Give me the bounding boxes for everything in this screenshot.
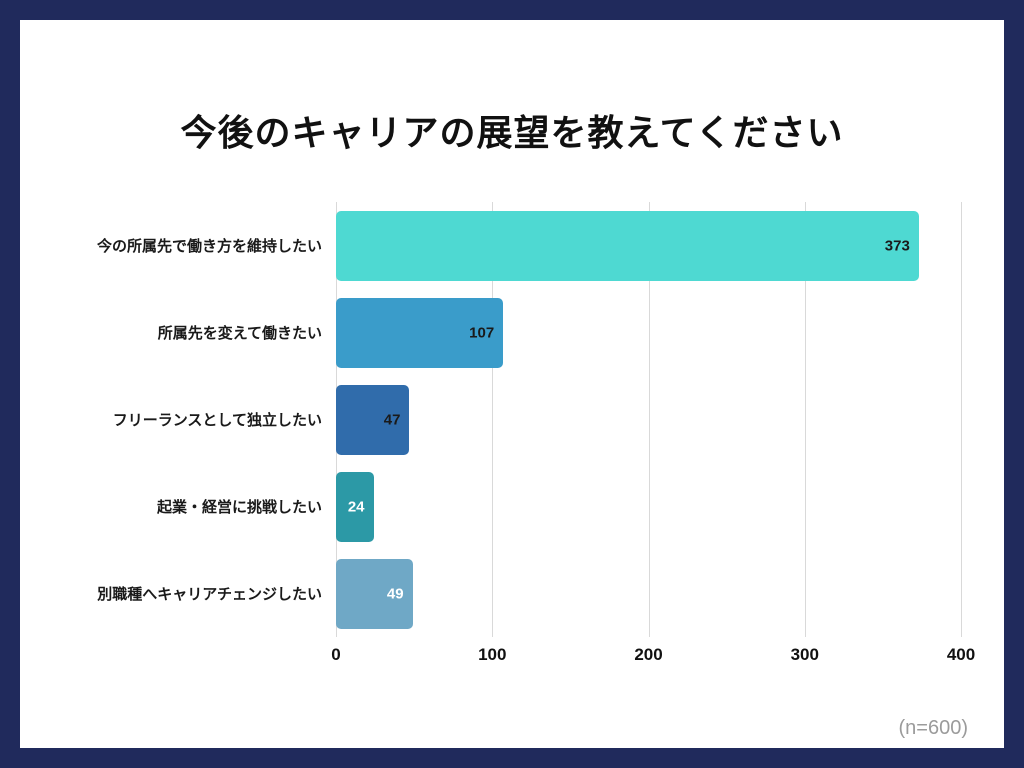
bar-row: 別職種へキャリアチェンジしたい 49 <box>20 550 961 637</box>
bar-track: 24 <box>336 471 961 542</box>
category-label: フリーランスとして独立したい <box>112 412 322 429</box>
bar: 107 <box>336 297 504 368</box>
bar: 49 <box>336 558 413 629</box>
x-axis-tick: 0 <box>331 645 341 664</box>
category-label: 別職種へキャリアチェンジしたい <box>97 586 322 603</box>
gridline <box>961 202 962 637</box>
bar-value-label: 107 <box>469 324 495 341</box>
bar-track: 107 <box>336 297 961 368</box>
x-axis-tick: 200 <box>634 645 663 664</box>
bar-row: フリーランスとして独立したい 47 <box>20 376 961 463</box>
category-label: 起業・経営に挑戦したい <box>156 499 322 516</box>
bar: 47 <box>336 384 410 455</box>
bar-track: 47 <box>336 384 961 455</box>
x-axis-tick: 300 <box>790 645 819 664</box>
bar-track: 49 <box>336 558 961 629</box>
bar: 373 <box>336 210 919 281</box>
gridline <box>492 202 494 637</box>
bar-row: 所属先を変えて働きたい 107 <box>20 289 961 376</box>
bar-row: 起業・経営に挑戦したい 24 <box>20 463 961 550</box>
x-axis-tick: 100 <box>478 645 507 664</box>
x-axis: 0 100 200 300 400 <box>331 637 975 671</box>
bar-chart: 今の所属先で働き方を維持したい 373 所属先を変えて働きたい 107 フリーラ… <box>20 202 975 671</box>
bar-value-label: 47 <box>383 411 401 428</box>
bar-track: 373 <box>336 210 961 281</box>
bar-value-label: 49 <box>386 585 404 602</box>
bar: 24 <box>336 471 374 542</box>
chart-title: 今後のキャリアの展望を教えてください <box>180 112 844 153</box>
category-label: 今の所属先で働き方を維持したい <box>96 238 322 255</box>
x-axis-tick: 400 <box>946 645 976 664</box>
bar-value-label: 373 <box>884 237 910 254</box>
gridline <box>804 202 806 637</box>
gridline <box>648 202 650 637</box>
bar-row: 今の所属先で働き方を維持したい 373 <box>20 202 961 289</box>
bar-value-label: 24 <box>347 498 365 515</box>
sample-size-note: (n=600) <box>898 717 969 739</box>
category-label: 所属先を変えて働きたい <box>157 325 322 342</box>
